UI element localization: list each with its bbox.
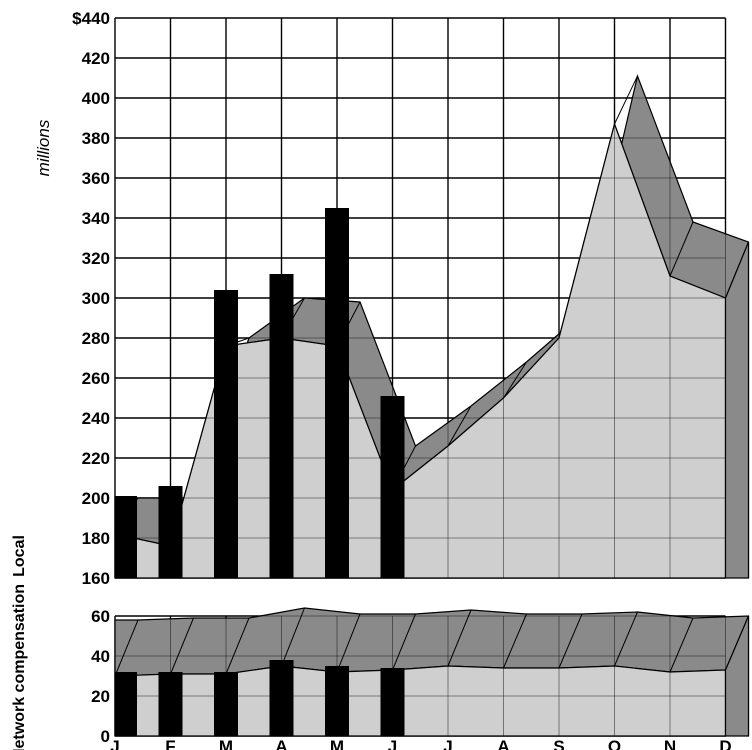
side-face bbox=[724, 241, 750, 579]
bar bbox=[269, 660, 294, 736]
local-y-ticks: $440 420 400 380 360 340 320 300 280 260 240 220 200… bbox=[72, 9, 110, 588]
y-tick-label: 300 bbox=[82, 289, 110, 308]
bar bbox=[115, 496, 137, 578]
month-tick-label: J bbox=[110, 737, 119, 750]
month-tick-label: F bbox=[165, 737, 175, 750]
y-tick-label: 60 bbox=[91, 607, 110, 626]
bar bbox=[158, 672, 183, 736]
y-tick-label: 180 bbox=[82, 529, 110, 548]
y-tick-label: 0 bbox=[101, 727, 110, 746]
bar bbox=[214, 290, 238, 578]
y-tick-label: 260 bbox=[82, 369, 110, 388]
front-series-area bbox=[114, 665, 727, 737]
depth-edge bbox=[503, 613, 527, 669]
y-tick-label: 420 bbox=[82, 49, 110, 68]
bar bbox=[158, 486, 183, 578]
network-bars bbox=[115, 660, 405, 736]
y-tick-label: 240 bbox=[82, 409, 110, 428]
y-tick-label: 20 bbox=[91, 687, 110, 706]
depth-edge bbox=[669, 617, 694, 673]
local-panel-label: Local bbox=[11, 535, 28, 577]
bar bbox=[380, 396, 405, 578]
month-tick-label: A bbox=[497, 737, 509, 750]
y-tick-label: 320 bbox=[82, 249, 110, 268]
depth-edge bbox=[392, 613, 416, 671]
bar bbox=[115, 672, 137, 736]
network-y-ticks: 60 40 20 0 bbox=[91, 607, 110, 746]
bar bbox=[380, 668, 405, 736]
depth-edge bbox=[336, 613, 361, 673]
side-face bbox=[724, 615, 750, 737]
month-tick-label: O bbox=[608, 737, 621, 750]
month-tick-label: D bbox=[719, 737, 731, 750]
depth-edge bbox=[669, 221, 694, 277]
depth-edge bbox=[447, 609, 472, 667]
y-tick-label: 280 bbox=[82, 329, 110, 348]
y-tick-label: 360 bbox=[82, 169, 110, 188]
bar bbox=[269, 274, 294, 578]
month-tick-label: J bbox=[443, 737, 452, 750]
local-bars bbox=[115, 208, 405, 578]
bar bbox=[214, 672, 238, 736]
depth-edge bbox=[614, 75, 638, 125]
front-series-area bbox=[114, 121, 727, 579]
depth-edge bbox=[447, 405, 472, 447]
y-tick-label: 200 bbox=[82, 489, 110, 508]
depth-edge bbox=[503, 361, 527, 399]
y-tick-label: 340 bbox=[82, 209, 110, 228]
month-tick-label: M bbox=[219, 737, 233, 750]
month-tick-label: N bbox=[664, 737, 676, 750]
depth-edge bbox=[170, 617, 194, 675]
month-tick-label: M bbox=[330, 737, 344, 750]
y-tick-label: 160 bbox=[82, 569, 110, 588]
y-tick-label: 400 bbox=[82, 89, 110, 108]
bar bbox=[325, 666, 349, 736]
y-tick-label: 380 bbox=[82, 129, 110, 148]
bar bbox=[325, 208, 349, 578]
y-tick-label: 220 bbox=[82, 449, 110, 468]
unit-label: millions bbox=[34, 119, 53, 176]
depth-edge bbox=[558, 613, 583, 669]
y-tick-label: 40 bbox=[91, 647, 110, 666]
month-tick-label: S bbox=[553, 737, 564, 750]
depth-edge bbox=[225, 617, 250, 675]
network-panel-label: Network compensation bbox=[11, 584, 28, 750]
local-front-area bbox=[114, 17, 750, 579]
month-tick-label: A bbox=[275, 737, 287, 750]
depth-edge bbox=[614, 611, 638, 667]
month-tick-label: J bbox=[388, 737, 397, 750]
depth-edge bbox=[114, 619, 139, 677]
y-tick-label: $440 bbox=[72, 9, 110, 28]
